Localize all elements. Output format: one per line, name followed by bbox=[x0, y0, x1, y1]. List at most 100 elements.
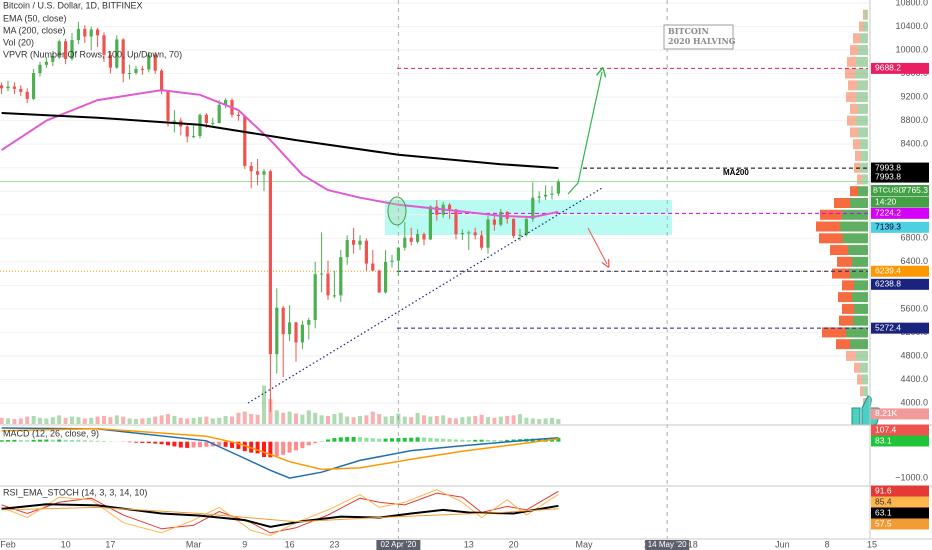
vpvr-up bbox=[856, 56, 868, 67]
candle-body bbox=[211, 123, 215, 124]
oscillator-tag-bg bbox=[871, 507, 929, 519]
vpvr-down bbox=[859, 21, 863, 32]
candle-body bbox=[140, 68, 144, 70]
candle-body bbox=[0, 85, 4, 89]
candle-body bbox=[95, 29, 100, 36]
vpvr-down bbox=[830, 245, 848, 256]
candle-body bbox=[377, 270, 381, 293]
volume-bar bbox=[332, 414, 337, 424]
crosshair-label: 14 May '20 bbox=[648, 540, 687, 549]
x-tick-label: Mar bbox=[186, 539, 202, 549]
volume-bar bbox=[89, 417, 94, 424]
macd-histogram-bar bbox=[345, 436, 350, 442]
volume-bar bbox=[549, 417, 554, 424]
vpvr-up bbox=[843, 233, 868, 244]
macd-histogram-bar bbox=[473, 439, 478, 442]
vpvr-down bbox=[816, 221, 840, 232]
macd-histogram-bar bbox=[325, 439, 330, 442]
macd-histogram-bar bbox=[217, 441, 222, 447]
vpvr-up bbox=[852, 292, 868, 303]
level-tag-bg bbox=[871, 62, 929, 74]
y-tick-label: 10400.0 bbox=[895, 21, 928, 31]
candle-body bbox=[115, 39, 119, 68]
volume-bar bbox=[18, 418, 23, 424]
volume-bar bbox=[524, 417, 529, 424]
oscillator-tag-bg bbox=[871, 496, 929, 508]
candle-body bbox=[204, 114, 208, 123]
volume-bar bbox=[357, 415, 362, 424]
volume-bar bbox=[63, 417, 68, 424]
macd-histogram-bar bbox=[153, 441, 158, 444]
level-tag-bg bbox=[871, 162, 929, 174]
trend-line bbox=[247, 187, 603, 404]
volume-bar bbox=[57, 415, 62, 424]
candle-body bbox=[255, 171, 260, 175]
candle-body bbox=[319, 273, 324, 275]
volume-bar bbox=[293, 413, 298, 424]
ma-tag-bg bbox=[871, 171, 929, 183]
y-tick-label: 6400.0 bbox=[900, 256, 928, 266]
macd-histogram-bar bbox=[447, 439, 452, 442]
candle-body bbox=[6, 86, 10, 89]
candle-body bbox=[332, 295, 336, 297]
vpvr-up bbox=[856, 92, 868, 103]
volume-bar bbox=[165, 414, 170, 424]
y-tick-label: 4400.0 bbox=[900, 374, 928, 384]
macd-histogram-bar bbox=[377, 438, 382, 442]
candle-body bbox=[524, 218, 528, 235]
level-tag: 5272.4 bbox=[875, 322, 901, 332]
candle-body bbox=[12, 86, 16, 89]
macd-histogram-bar bbox=[415, 437, 420, 442]
candle-body bbox=[89, 29, 93, 37]
candle-body bbox=[281, 307, 285, 335]
macd-histogram-bar bbox=[389, 438, 394, 442]
vpvr-up bbox=[855, 68, 868, 79]
macd-histogram-bar bbox=[434, 438, 439, 442]
volume-bar bbox=[453, 418, 458, 424]
candle-body bbox=[358, 240, 362, 245]
legend-title: Bitcoin / U.S. Dollar, 1D, BITFINEX bbox=[3, 0, 143, 10]
vpvr-down bbox=[847, 115, 856, 126]
crosshair-label: 02 Apr '20 bbox=[381, 540, 417, 549]
macd-histogram-bar bbox=[300, 441, 305, 449]
volume-bar bbox=[383, 416, 388, 424]
macd-histogram-bar bbox=[313, 441, 318, 444]
candle-body bbox=[454, 209, 458, 235]
macd-histogram-bar bbox=[421, 437, 426, 442]
vpvr-down bbox=[863, 9, 865, 20]
volume-bar bbox=[492, 417, 497, 424]
x-tick-label: May bbox=[575, 539, 593, 549]
candle-body bbox=[428, 206, 432, 240]
candle-body bbox=[383, 261, 388, 293]
legend-entry: EMA (50, close) bbox=[3, 13, 67, 23]
candle-body bbox=[313, 274, 317, 321]
volume-bar bbox=[364, 415, 369, 424]
vpvr-down bbox=[842, 303, 854, 314]
candle-body bbox=[537, 196, 541, 198]
macd-histogram-bar bbox=[537, 438, 542, 442]
candle-body bbox=[166, 91, 170, 121]
volume-bar bbox=[345, 416, 350, 424]
vpvr-up bbox=[848, 245, 868, 256]
vpvr-down bbox=[836, 339, 850, 350]
x-tick-label: 23 bbox=[329, 539, 339, 549]
vpvr-up bbox=[860, 362, 868, 373]
x-tick-label: 10 bbox=[61, 539, 71, 549]
stoch-legend: RSI_EMA_STOCH (14, 3, 3, 14, 10) bbox=[3, 487, 147, 497]
macd-histogram-bar bbox=[274, 441, 279, 457]
level-tag: 7139.3 bbox=[875, 222, 901, 232]
candle-body bbox=[121, 39, 125, 74]
candle-body bbox=[326, 273, 330, 296]
volume-bar bbox=[473, 415, 478, 424]
x-tick-label: 8 bbox=[825, 539, 830, 549]
vpvr-up bbox=[856, 115, 868, 126]
y-tick-label: 8800.0 bbox=[900, 115, 928, 125]
macd-histogram-bar bbox=[95, 440, 100, 442]
volume-bar bbox=[146, 417, 151, 424]
candle-body bbox=[249, 165, 253, 172]
volume-bar bbox=[31, 415, 36, 424]
candle-body bbox=[403, 237, 407, 248]
vpvr-up bbox=[862, 374, 868, 385]
candle-body bbox=[38, 64, 42, 73]
macd-histogram-bar bbox=[133, 441, 138, 443]
